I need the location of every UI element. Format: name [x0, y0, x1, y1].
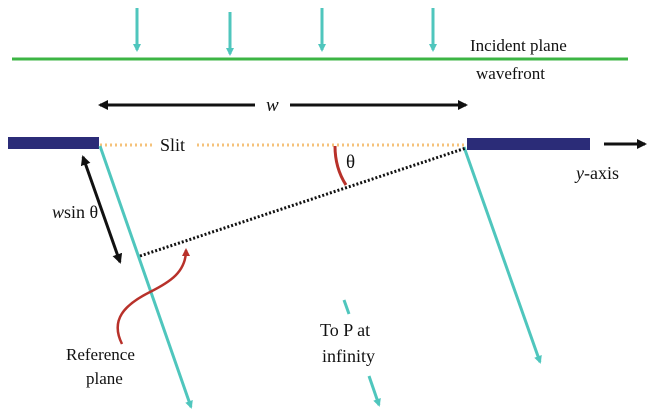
slit-label: Slit — [160, 135, 185, 155]
reference-plane-line — [139, 146, 467, 258]
incident-label-line2: wavefront — [476, 64, 545, 83]
ray-right — [462, 146, 542, 364]
theta-label: θ — [346, 152, 355, 173]
ray-left — [98, 145, 193, 409]
screen-left — [8, 137, 99, 149]
reference-label-line1: Reference — [66, 345, 135, 364]
wsin-theta-arrow — [80, 155, 123, 264]
to-p-label-line1: To P at — [320, 320, 370, 340]
ray-middle-upper — [342, 299, 351, 315]
screen-right — [467, 138, 590, 150]
reference-label-line2: plane — [86, 369, 123, 388]
y-axis-label: y-axis — [574, 163, 619, 183]
width-label: w — [266, 95, 279, 116]
reference-pointer-arrow — [116, 248, 190, 345]
angle-arc — [333, 145, 348, 186]
wsin-theta-label: wsin θ — [52, 202, 98, 222]
incident-label-line1: Incident plane — [470, 36, 567, 55]
to-p-label-line2: infinity — [322, 346, 375, 366]
ray-middle-lower — [367, 375, 381, 407]
